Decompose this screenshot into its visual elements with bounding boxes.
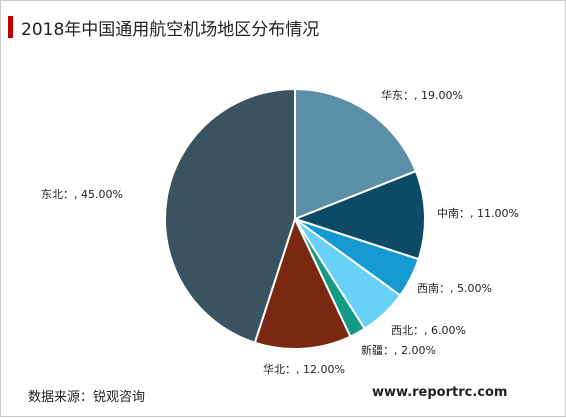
slice-label-东北: 东北：, 45.00% [41, 188, 123, 201]
slice-label-华北: 华北：, 12.00% [263, 362, 345, 376]
title-accent-bar [8, 16, 13, 38]
slice-label-新疆: 新疆：, 2.00% [361, 343, 436, 357]
pie-slice-中南 [292, 169, 426, 261]
website-url: www.reportrc.com [372, 385, 508, 400]
slice-label-西南: 西南：, 5.00% [417, 282, 492, 295]
slice-label-中南: 中南：, 11.00% [437, 207, 519, 220]
slice-label-西北: 西北：, 6.00% [391, 324, 466, 337]
slice-label-华东: 华东：, 19.00% [381, 88, 463, 102]
pie-slice-华北 [253, 216, 352, 350]
pie-slice-华东 [294, 87, 418, 221]
source-note: 数据来源：锐观咨询 [28, 390, 146, 405]
chart-title: 2018年中国通用航空机场地区分布情况 [21, 20, 320, 40]
pie-slice-东北 [164, 87, 296, 344]
